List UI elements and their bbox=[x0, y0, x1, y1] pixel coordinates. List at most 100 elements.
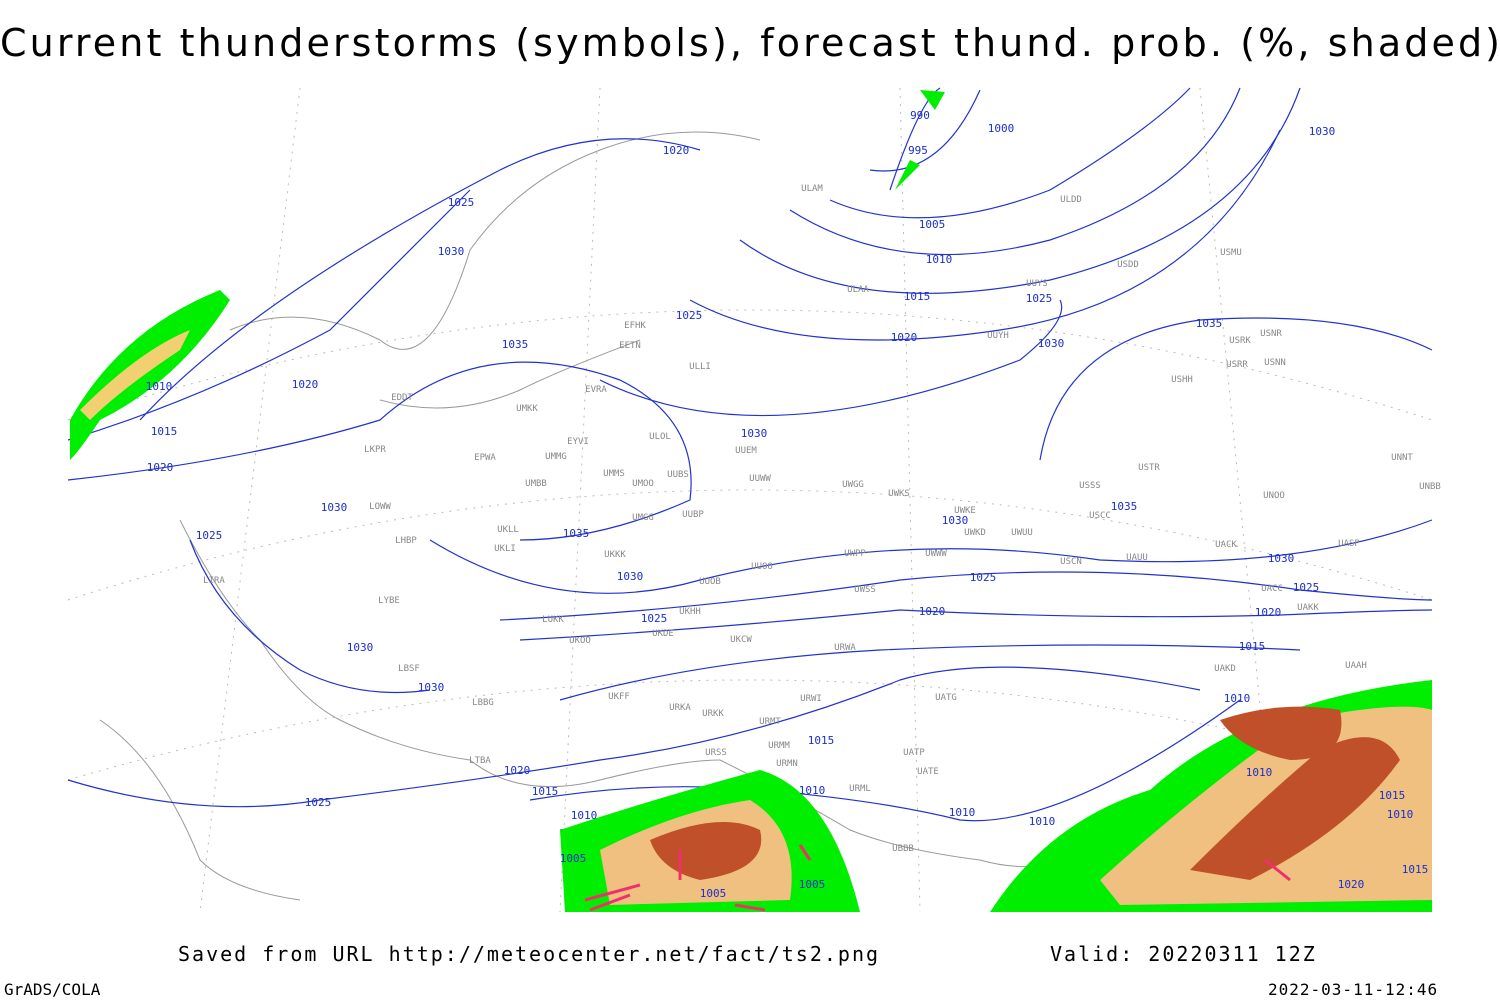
station-label: USDD bbox=[1117, 260, 1139, 270]
station-label: UUOB bbox=[699, 577, 721, 587]
station-label: UUYS bbox=[1026, 279, 1048, 289]
station-label: USSS bbox=[1079, 481, 1101, 491]
isobar-label: 1005 bbox=[700, 887, 727, 900]
isobar-label: 1010 bbox=[1029, 815, 1056, 828]
isobar-label: 1025 bbox=[1293, 581, 1320, 594]
footer-valid: Valid: 20220311 12Z bbox=[1050, 942, 1317, 966]
station-label: UWGG bbox=[842, 480, 864, 490]
station-label: LBBG bbox=[472, 698, 494, 708]
isobar-label: 1020 bbox=[663, 144, 690, 157]
station-label: UMOO bbox=[632, 479, 654, 489]
isobar-label: 1000 bbox=[988, 122, 1015, 135]
station-label: UUBP bbox=[682, 510, 704, 520]
station-label: URML bbox=[849, 784, 871, 794]
isobar-label: 1010 bbox=[949, 806, 976, 819]
station-label: EDDT bbox=[391, 393, 413, 403]
thunderstorm-symbols bbox=[584, 844, 1291, 912]
station-label: UACC bbox=[1261, 584, 1283, 594]
isobar-label: 1005 bbox=[799, 878, 826, 891]
isobar-label: 1010 bbox=[146, 380, 173, 393]
station-label: USNN bbox=[1264, 358, 1286, 368]
station-label: UWSS bbox=[854, 585, 876, 595]
isobar-label: 1020 bbox=[919, 605, 946, 618]
isobar-label: 1030 bbox=[942, 514, 969, 527]
station-label: UKHH bbox=[679, 607, 701, 617]
station-label: UMKK bbox=[516, 404, 538, 414]
station-label: ULLI bbox=[689, 362, 711, 372]
station-label: UWWW bbox=[925, 549, 947, 559]
station-label: URWI bbox=[800, 694, 822, 704]
isobar-label: 1015 bbox=[1402, 863, 1429, 876]
station-label: UBBB bbox=[892, 844, 914, 854]
isobar-label: 1030 bbox=[1038, 337, 1065, 350]
isobar-label: 1020 bbox=[1338, 878, 1365, 891]
station-label: UNBB bbox=[1419, 482, 1441, 492]
station-label: USNR bbox=[1260, 329, 1282, 339]
station-label: URKA bbox=[669, 703, 691, 713]
station-label: UMBB bbox=[525, 479, 547, 489]
station-label: EETN bbox=[619, 341, 641, 351]
station-label: EVRA bbox=[585, 385, 607, 395]
station-label: LUKK bbox=[542, 615, 564, 625]
station-label: ULOL bbox=[649, 432, 671, 442]
station-label: UAKK bbox=[1297, 603, 1319, 613]
isobar-label: 1015 bbox=[1379, 789, 1406, 802]
station-label: EFHK bbox=[624, 321, 646, 331]
isobar-label: 990 bbox=[910, 109, 930, 122]
isobar-label: 1010 bbox=[1387, 808, 1414, 821]
station-label: URMM bbox=[768, 741, 790, 751]
isobar-label: 1035 bbox=[502, 338, 529, 351]
station-label: LYBE bbox=[378, 596, 400, 606]
station-label: UKOO bbox=[569, 636, 591, 646]
station-label: UAUU bbox=[1126, 553, 1148, 563]
isobar-label: 1025 bbox=[305, 796, 332, 809]
isobar-label: 1020 bbox=[504, 764, 531, 777]
station-label: UUEM bbox=[735, 446, 757, 456]
isobar-label: 1015 bbox=[151, 425, 178, 438]
station-label: UWUU bbox=[1011, 528, 1033, 538]
isobar-label: 995 bbox=[908, 144, 928, 157]
isobar-label: 1010 bbox=[1224, 692, 1251, 705]
station-label: EYVI bbox=[567, 437, 589, 447]
isobar-label: 1015 bbox=[808, 734, 835, 747]
isobar-label: 1020 bbox=[147, 461, 174, 474]
isobar-label: 1030 bbox=[438, 245, 465, 258]
station-label: URMT bbox=[759, 717, 781, 727]
station-label: UATG bbox=[935, 693, 957, 703]
isobar-label: 1010 bbox=[799, 784, 826, 797]
station-labels: ULLI EFHK EETN EVRA ULOL UMKK EYVI EPWA UMMG UMMS… bbox=[203, 184, 1441, 854]
station-label: UUBS bbox=[667, 470, 689, 480]
isobar-label: 1020 bbox=[891, 331, 918, 344]
isobar-label: 1010 bbox=[926, 253, 953, 266]
station-label: USCC bbox=[1089, 511, 1111, 521]
station-label: UUOO bbox=[751, 562, 773, 572]
isobar-label: 1025 bbox=[641, 612, 668, 625]
isobar-labels: 9909951000100510101015102010251030103510… bbox=[146, 109, 1429, 900]
isobar-label: 1005 bbox=[560, 852, 587, 865]
isobar-label: 1015 bbox=[532, 785, 559, 798]
isobar-label: 1025 bbox=[448, 196, 475, 209]
station-label: LBSF bbox=[398, 664, 420, 674]
station-label: UWKD bbox=[964, 528, 986, 538]
station-label: UAAH bbox=[1345, 661, 1367, 671]
station-label: UNOO bbox=[1263, 491, 1285, 501]
station-label: EPWA bbox=[474, 453, 496, 463]
station-label: UKKK bbox=[604, 550, 626, 560]
isobar-label: 1030 bbox=[617, 570, 644, 583]
station-label: USTR bbox=[1138, 463, 1160, 473]
isobar-label: 1030 bbox=[1309, 125, 1336, 138]
station-label: UMMG bbox=[545, 452, 567, 462]
station-label: UUYH bbox=[987, 331, 1009, 341]
station-label: UKLL bbox=[497, 525, 519, 535]
footer-software: GrADS/COLA bbox=[4, 980, 101, 999]
station-label: URSS bbox=[705, 748, 727, 758]
station-label: LKPR bbox=[364, 445, 386, 455]
station-label: UMMS bbox=[603, 469, 625, 479]
isobar-label: 1030 bbox=[741, 427, 768, 440]
isobar-label: 1015 bbox=[1239, 640, 1266, 653]
isobar-label: 1035 bbox=[563, 527, 590, 540]
station-label: UWPP bbox=[844, 549, 866, 559]
station-label: UKLI bbox=[494, 544, 516, 554]
station-label: UUWW bbox=[749, 474, 771, 484]
